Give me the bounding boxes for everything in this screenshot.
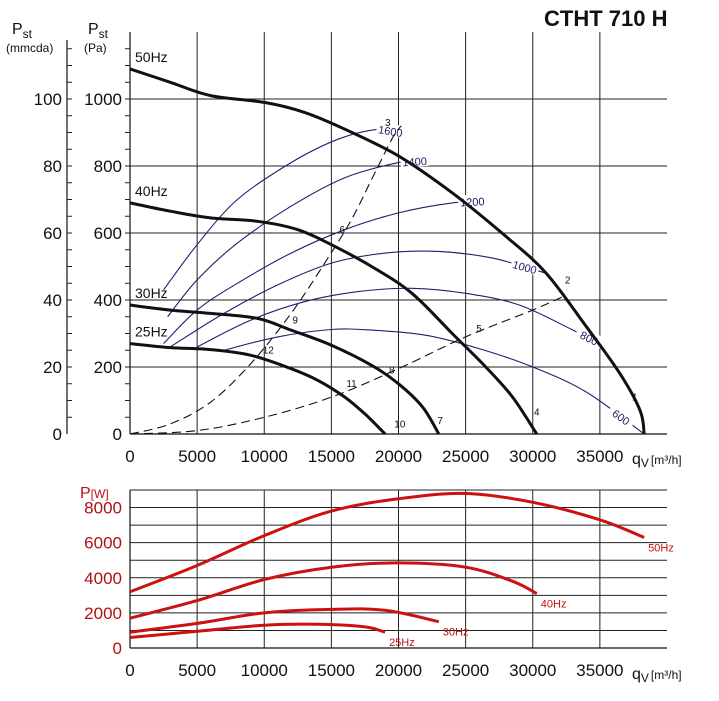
svg-text:(mmcda): (mmcda) (6, 41, 53, 55)
fan-curve-40hz (129, 201, 539, 435)
svg-text:qV[m³/h]: qV [m³/h] (632, 451, 682, 470)
lower-x-tick-label: 35000 (576, 661, 623, 680)
lower-x-tick-label: 25000 (442, 661, 489, 680)
upper-y-tick-label-pa: 800 (94, 157, 122, 176)
rpm-curve (223, 328, 645, 435)
operating-point-label: 1 (632, 393, 638, 404)
rpm-curve (196, 287, 601, 348)
upper-x-tick-label: 10000 (241, 447, 288, 466)
upper-x-axis-label: qV [m³/h] (632, 451, 682, 470)
lower-x-tick-label: 10000 (241, 661, 288, 680)
upper-y-tick-label-mmcda: 60 (43, 224, 62, 243)
operating-point-label: 8 (389, 366, 395, 377)
fan-curve-label: 30Hz (135, 285, 168, 301)
upper-y-tick-label-pa: 400 (94, 291, 122, 310)
upper-x-tick-label: 20000 (375, 447, 422, 466)
rpm-label: 1400 (402, 156, 427, 170)
rpm-curve (163, 200, 486, 344)
operating-point-label: 3 (385, 118, 391, 129)
power-curve-label: 50Hz (648, 542, 674, 554)
upper-y-tick-label-pa: 1000 (84, 90, 122, 109)
lower-y-axis-label: P[W] (80, 485, 109, 502)
power-curve-label: 25Hz (389, 637, 415, 649)
power-curve-30hz (129, 607, 440, 634)
svg-text:P[W]: P[W] (80, 485, 109, 502)
power-curve-label: 40Hz (541, 599, 567, 611)
rpm-curve (167, 160, 426, 318)
system-curve (129, 294, 567, 435)
fan-curve-50hz (129, 67, 646, 435)
rpm-label-bg (375, 121, 406, 139)
upper-y-tick-label-pa: 0 (113, 425, 122, 444)
rpm-label-bg (400, 153, 429, 168)
upper-x-tick-label: 35000 (576, 447, 623, 466)
system-curve (129, 125, 402, 435)
fan-curve-30hz (129, 303, 441, 435)
operating-point-label: 6 (339, 225, 345, 236)
lower-x-tick-label: 5000 (178, 661, 216, 680)
operating-point-label: 7 (437, 416, 443, 427)
operating-point-label: 2 (565, 275, 571, 286)
power-chart: 0 5000 10000 15000 20000 25000 30000 35000 0 2000… (84, 489, 674, 680)
rpm-label: 1600 (377, 124, 403, 140)
svg-text:Pst: Pst (12, 21, 33, 41)
upper-y-tick-label-mmcda: 20 (43, 358, 62, 377)
operating-point-label: 4 (534, 408, 540, 419)
upper-y-axis-label-right: Pst (Pa) (84, 21, 109, 55)
power-curve-label: 30Hz (443, 627, 469, 639)
rpm-label-bg (509, 256, 541, 276)
upper-x-tick-label: 15000 (308, 447, 355, 466)
fan-curve-label: 25Hz (135, 324, 168, 340)
lower-x-axis-label: qV [m³/h] (632, 666, 682, 685)
lower-y-tick-label: 4000 (84, 569, 122, 588)
rpm-label-bg (606, 403, 637, 430)
upper-y-tick-label-pa: 600 (94, 224, 122, 243)
lower-x-tick-label: 20000 (375, 661, 422, 680)
svg-text:(Pa): (Pa) (84, 41, 107, 55)
lower-x-tick-label: 15000 (308, 661, 355, 680)
upper-x-tick-label: 5000 (178, 447, 216, 466)
rpm-curve (163, 128, 399, 291)
operating-point-label: 10 (394, 419, 406, 430)
upper-x-tick-label: 25000 (442, 447, 489, 466)
lower-x-tick-label: 0 (125, 661, 134, 680)
lower-y-tick-label: 2000 (84, 604, 122, 623)
operating-point-label: 11 (346, 379, 357, 390)
upper-y-tick-label-mmcda: 0 (53, 425, 62, 444)
lower-y-tick-label: 6000 (84, 534, 122, 553)
rpm-label: 1200 (460, 196, 485, 209)
fan-curve-25hz (129, 342, 387, 436)
operating-point-label: 9 (292, 315, 298, 326)
svg-text:qV[m³/h]: qV [m³/h] (632, 666, 682, 685)
svg-text:Pst: Pst (88, 21, 109, 41)
lower-y-tick-label: 0 (113, 639, 122, 658)
upper-x-tick-label: 30000 (509, 447, 556, 466)
power-curve-40hz (129, 561, 538, 620)
chart-title: CTHT 710 H (544, 6, 667, 31)
upper-y-axis-label-left: Pst (mmcda) (6, 21, 53, 55)
upper-y-tick-label-mmcda: 80 (43, 157, 62, 176)
lower-y-tick-label: 8000 (84, 499, 122, 518)
operating-point-label: 12 (263, 346, 275, 357)
rpm-curve (170, 250, 547, 348)
upper-x-tick-label: 0 (125, 447, 134, 466)
upper-y-tick-label-mmcda: 100 (34, 90, 62, 109)
lower-x-tick-label: 30000 (509, 661, 556, 680)
upper-y-tick-label-pa: 200 (94, 358, 122, 377)
fan-curve-label: 40Hz (135, 183, 168, 199)
power-curve-50hz (129, 491, 645, 594)
upper-y-tick-label-mmcda: 40 (43, 291, 62, 310)
fan-curve-label: 50Hz (135, 49, 168, 65)
operating-point-label: 5 (476, 324, 482, 335)
pressure-chart: 0 5000 10000 15000 20000 25000 30000 3500002004… (34, 32, 667, 466)
power-curve-25hz (129, 622, 386, 639)
